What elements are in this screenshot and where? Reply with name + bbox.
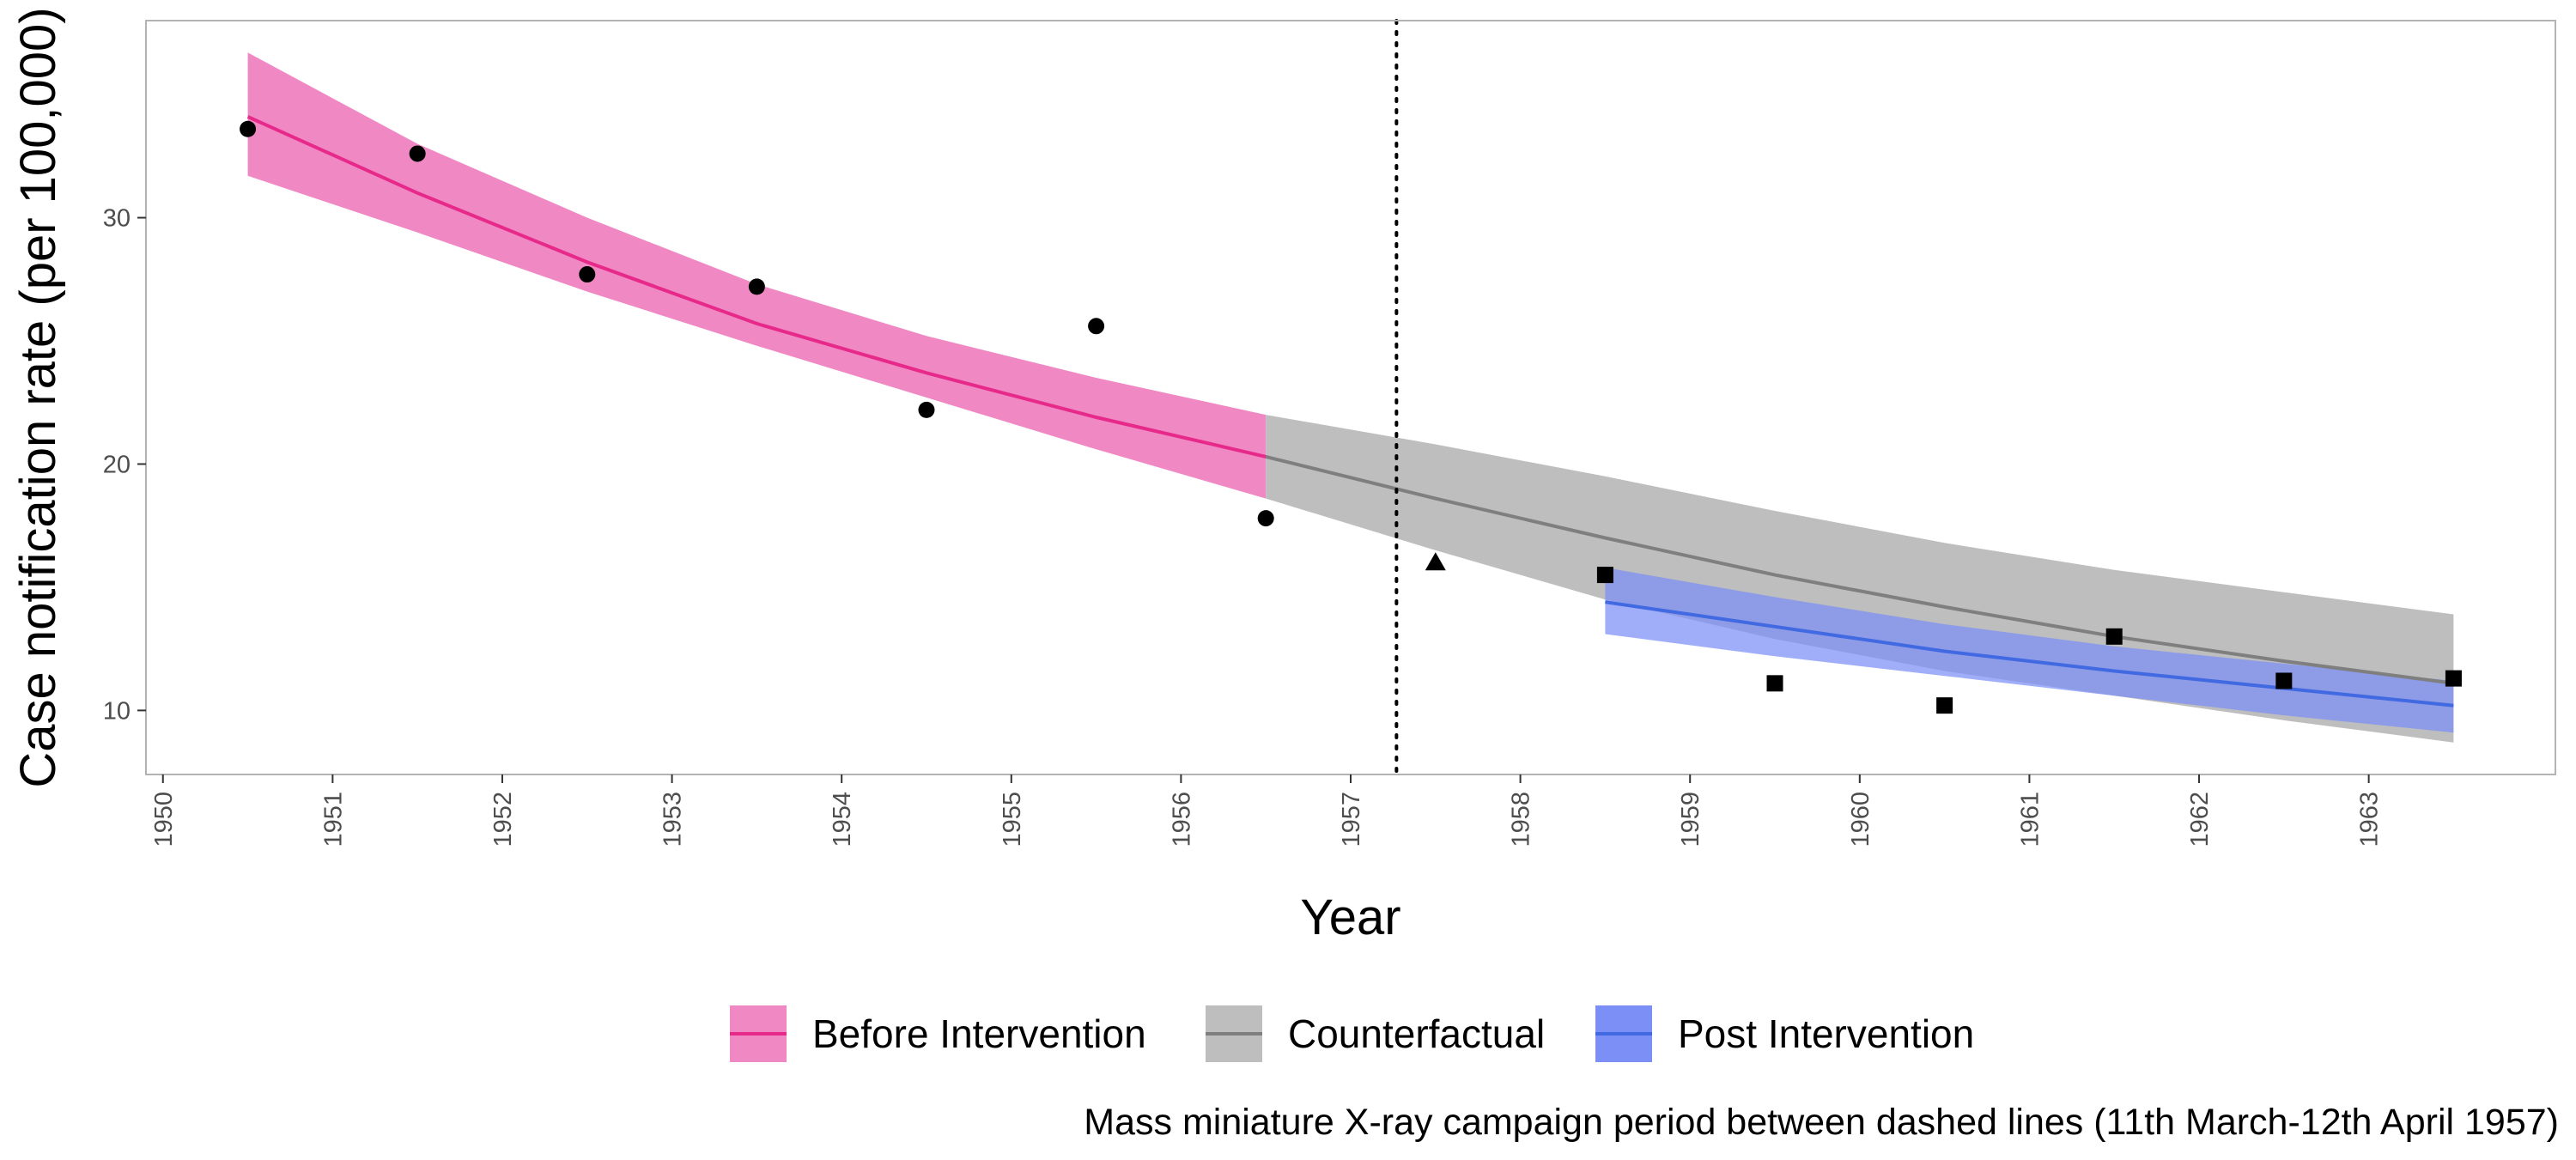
data-point-circle [409,145,426,162]
before-intervention-ribbon [247,52,1267,499]
x-tick-label: 1952 [489,792,517,847]
data-point-circle [240,120,257,137]
caption: Mass miniature X-ray campaign period bet… [1084,1102,2559,1143]
data-point-square [2275,672,2293,689]
x-axis-title: Year [1300,890,1400,945]
data-point-square [1766,675,1783,692]
x-tick-label: 1962 [2186,792,2214,847]
x-tick-label: 1963 [2356,792,2384,847]
x-tick-label: 1951 [319,792,347,847]
data-point-square [2445,670,2462,687]
data-point-circle [1257,510,1274,527]
data-point-circle [579,266,596,283]
data-point-square [1596,567,1613,584]
x-tick-label: 1959 [1677,792,1704,847]
before-intervention-line [246,115,1267,459]
data-point-square [1936,697,1953,714]
x-tick-label: 1956 [1168,792,1195,847]
post-intervention-ribbon [1605,568,2454,733]
y-tick-label: 20 [103,451,131,478]
x-tick-label: 1954 [829,792,856,847]
counterfactual-legend-label: Counterfactual [1288,1011,1545,1056]
post-intervention-line [1605,600,2454,708]
y-axis: 10 20 30 [103,205,146,725]
data-point-circle [918,401,935,418]
x-tick-label: 1953 [659,792,687,847]
before-intervention-legend-label: Before Intervention [812,1011,1146,1056]
confidence-ribbons [247,52,2454,743]
data-point-square [2105,628,2123,645]
x-tick-label: 1950 [150,792,178,847]
x-tick-label: 1958 [1508,792,1535,847]
fit-lines [246,115,2454,708]
legend: Before Intervention Counterfactual Post In… [730,1005,1974,1062]
x-tick-label: 1961 [2016,792,2044,847]
post-intervention-legend-label: Post Intervention [1678,1011,1974,1056]
data-point-triangle [1425,552,1446,571]
x-tick-label: 1955 [999,792,1026,847]
y-axis-title: Case notification rate (per 100,000) [10,7,66,787]
x-tick-label: 1960 [1847,792,1874,847]
x-axis: 1950 1951 1952 1953 1954 1955 1956 1957 1958 1959… [150,774,2384,847]
x-tick-label: 1957 [1338,792,1365,847]
y-tick-label: 10 [103,697,131,725]
y-tick-label: 30 [103,205,131,233]
counterfactual-line [1265,454,2454,685]
data-point-circle [748,278,765,295]
data-point-circle [1088,318,1105,335]
observation-points [240,120,2462,714]
